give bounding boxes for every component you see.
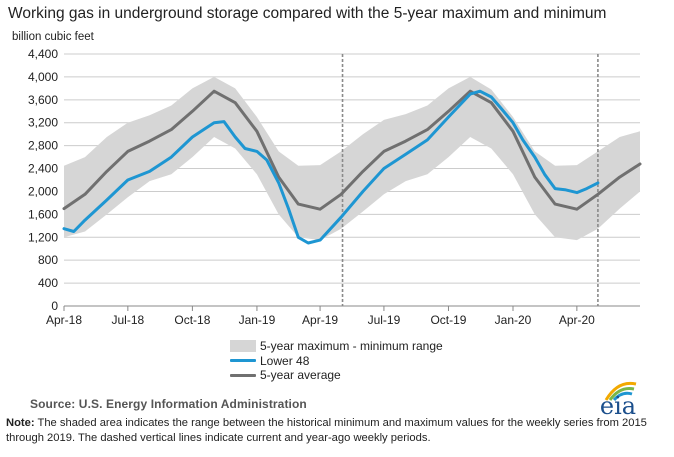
y-tick-label: 400 [38, 276, 58, 290]
legend-item-average: 5-year average [230, 368, 443, 383]
legend-label-average: 5-year average [260, 368, 341, 383]
chart-title: Working gas in underground storage compa… [8, 5, 607, 22]
x-tick-label: Jan-20 [495, 313, 532, 327]
y-axis-unit-label: billion cubic feet [12, 31, 94, 43]
axes-layer: 0 400 800 1,200 1,600 2,000 2,400 2,800 3,200 3,6… [28, 47, 640, 327]
range-band [64, 76, 640, 241]
x-tick-label: Apr-18 [46, 313, 82, 327]
x-tick-label: Jan-19 [239, 313, 276, 327]
x-tick-label: Jul-19 [368, 313, 401, 327]
dashed-lines-layer [341, 54, 599, 306]
legend-item-range: 5-year maximum - minimum range [230, 339, 443, 354]
legend-swatch-average [230, 373, 256, 377]
legend: 5-year maximum - minimum range Lower 48 … [230, 339, 443, 383]
series-lines-layer [62, 89, 642, 245]
x-tick-label: Oct-18 [174, 313, 210, 327]
source-text: Source: U.S. Energy Information Administ… [30, 397, 307, 411]
x-tick-label: Apr-19 [302, 313, 338, 327]
y-tick-label: 2,800 [28, 139, 58, 153]
y-tick-label: 3,200 [28, 116, 58, 130]
gridlines [64, 53, 640, 284]
y-tick-label: 3,600 [28, 93, 58, 107]
eia-logo: eia [592, 378, 644, 420]
y-tick-label: 4,400 [28, 47, 58, 61]
footnote: Note: The shaded area indicates the rang… [6, 416, 656, 446]
lower48-line [62, 89, 600, 245]
y-tick-label: 1,200 [28, 230, 58, 244]
range-band-layer [64, 76, 640, 241]
y-tick-label: 2,400 [28, 162, 58, 176]
eia-logo-text: eia [599, 392, 637, 420]
y-tick-label: 1,600 [28, 207, 58, 221]
note-label: Note: [6, 417, 35, 429]
storage-chart: 0 400 800 1,200 1,600 2,000 2,400 2,800 3,200 3,6… [28, 47, 642, 327]
legend-swatch-lower48 [230, 359, 256, 363]
y-tick-label: 4,000 [28, 70, 58, 84]
y-tick-label: 2,000 [28, 184, 58, 198]
y-tick-label: 800 [38, 253, 58, 267]
note-text: The shaded area indicates the range betw… [6, 417, 647, 444]
legend-item-lower48: Lower 48 [230, 354, 443, 369]
five-year-average-line [62, 89, 642, 211]
legend-swatch-range [230, 340, 256, 353]
y-tick-label: 0 [51, 299, 58, 313]
x-tick-label: Jul-18 [112, 313, 145, 327]
legend-label-lower48: Lower 48 [260, 353, 310, 368]
eia-logo-arcs-icon [604, 381, 637, 402]
x-tick-label: Apr-20 [559, 313, 595, 327]
legend-label-range: 5-year maximum - minimum range [260, 339, 443, 354]
x-tick-label: Oct-19 [430, 313, 466, 327]
